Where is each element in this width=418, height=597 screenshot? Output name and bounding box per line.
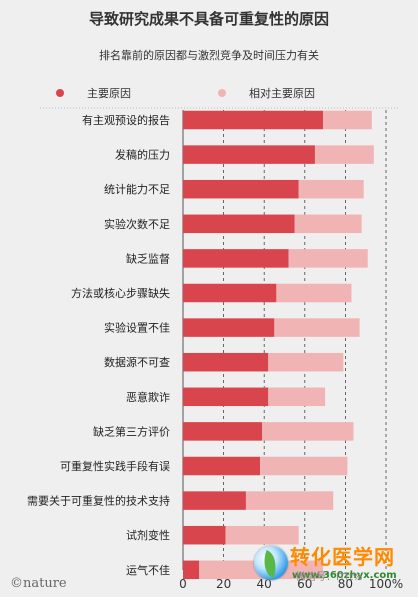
category-labels: 有主观预设的报告发稿的压力统计能力不足实验次数不足缺乏监督方法或核心步骤缺失实验… bbox=[27, 113, 170, 577]
x-tick-labels: 0 20 40 60 80 100% bbox=[179, 577, 403, 591]
x-tick-80: 80 bbox=[338, 577, 353, 591]
x-tick-40: 40 bbox=[257, 577, 272, 591]
legend-marker-1 bbox=[56, 89, 64, 97]
category-label-12: 需要关于可重复性的技术支持 bbox=[27, 494, 170, 508]
bars bbox=[183, 110, 374, 580]
bar-1-series-2 bbox=[323, 110, 372, 130]
bar-7-series-1 bbox=[183, 318, 275, 337]
category-label-4: 实验次数不足 bbox=[104, 217, 170, 231]
legend: 主要原因 相对主要原因 bbox=[40, 86, 398, 109]
bar-10-series-2 bbox=[262, 422, 354, 441]
nature-watermark: ©nature bbox=[10, 576, 67, 591]
bar-2-series-2 bbox=[314, 145, 374, 164]
x-tick-20: 20 bbox=[216, 577, 231, 591]
bar-4-series-1 bbox=[183, 214, 295, 234]
bar-6-series-2 bbox=[276, 283, 352, 303]
bar-8-series-1 bbox=[183, 352, 269, 372]
bar-5-series-1 bbox=[183, 249, 289, 268]
bar-7-series-2 bbox=[274, 318, 360, 337]
bar-13-series-1 bbox=[183, 525, 226, 545]
category-label-3: 统计能力不足 bbox=[104, 182, 170, 196]
weibo-watermark: 微信号：ITtt% bbox=[296, 572, 363, 583]
bar-5-series-2 bbox=[288, 249, 368, 268]
legend-label-1: 主要原因 bbox=[87, 87, 131, 100]
legend-label-2: 相对主要原因 bbox=[249, 86, 315, 100]
bar-11-series-2 bbox=[260, 456, 348, 476]
bar-11-series-1 bbox=[183, 456, 261, 476]
category-label-13: 试剂变性 bbox=[126, 528, 170, 542]
x-tick-60: 60 bbox=[297, 577, 312, 591]
category-label-1: 有主观预设的报告 bbox=[82, 113, 170, 127]
bar-8-series-2 bbox=[268, 352, 344, 372]
category-label-7: 实验设置不佳 bbox=[104, 321, 170, 335]
category-label-5: 缺乏监督 bbox=[126, 251, 170, 265]
brand-name: 转化医学网 bbox=[290, 545, 395, 569]
bar-3-series-2 bbox=[298, 179, 364, 199]
bar-6-series-1 bbox=[183, 283, 277, 303]
chart-title: 导致研究成果不具备可重复性的原因 bbox=[88, 10, 329, 28]
category-label-6: 方法或核心步骤缺失 bbox=[71, 286, 170, 300]
bar-3-series-1 bbox=[183, 179, 299, 199]
bar-2-series-1 bbox=[183, 145, 315, 164]
brand-url: www.360zhyx.com bbox=[292, 570, 397, 581]
category-label-2: 发稿的压力 bbox=[115, 148, 170, 162]
bar-1-series-1 bbox=[183, 110, 324, 130]
category-label-9: 恶意欺诈 bbox=[126, 390, 170, 404]
bar-14-series-1 bbox=[183, 560, 200, 580]
chart-subtitle: 排名靠前的原因都与激烈竞争及时间压力有关 bbox=[99, 49, 319, 62]
bar-10-series-1 bbox=[183, 422, 263, 441]
bar-12-series-2 bbox=[245, 491, 334, 510]
category-label-11: 可重复性实践手段有误 bbox=[60, 459, 170, 473]
category-label-14: 运气不佳 bbox=[126, 563, 170, 577]
x-tick-0: 0 bbox=[179, 577, 187, 591]
x-tick-100: 100% bbox=[369, 577, 403, 591]
bar-13-series-2 bbox=[225, 525, 299, 545]
bar-9-series-1 bbox=[183, 387, 269, 407]
category-label-8: 数据源不可查 bbox=[104, 355, 170, 369]
bar-4-series-2 bbox=[294, 214, 362, 234]
category-label-10: 缺乏第三方评价 bbox=[93, 424, 170, 438]
legend-marker-2 bbox=[218, 89, 226, 97]
bar-12-series-1 bbox=[183, 491, 246, 510]
bar-9-series-2 bbox=[268, 387, 326, 407]
